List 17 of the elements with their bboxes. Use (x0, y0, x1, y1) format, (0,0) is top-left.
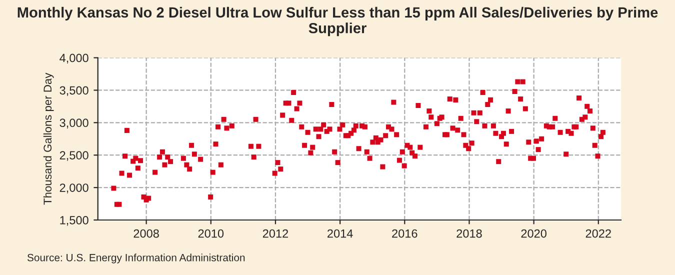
source-note: Source: U.S. Energy Information Administration (27, 254, 245, 264)
x-tick-label: 2022 (586, 229, 611, 238)
x-tick-label: 2008 (134, 229, 159, 238)
x-tick-label: 2020 (521, 229, 546, 238)
y-tick-label: 4,000 (60, 54, 88, 64)
y-tick-label: 1,500 (60, 216, 88, 226)
y-tick-label: 3,000 (60, 118, 88, 128)
y-tick-label: 2,500 (60, 151, 88, 161)
x-tick-label: 2016 (392, 229, 418, 238)
x-tick-label: 2014 (328, 229, 353, 238)
chart-title: Monthly Kansas No 2 Diesel Ultra Low Sulfur Less than 15 ppm All Sales/Deliveries by Prime Supplier (18, 6, 658, 36)
y-tick-label: 2,000 (60, 184, 88, 194)
x-tick-label: 2018 (456, 229, 482, 238)
y-tick-label: 3,500 (60, 86, 88, 96)
y-axis-title: Thousand Gallons per Day (43, 72, 54, 205)
x-tick-label: 2012 (262, 229, 288, 238)
x-tick-label: 2010 (198, 229, 224, 238)
